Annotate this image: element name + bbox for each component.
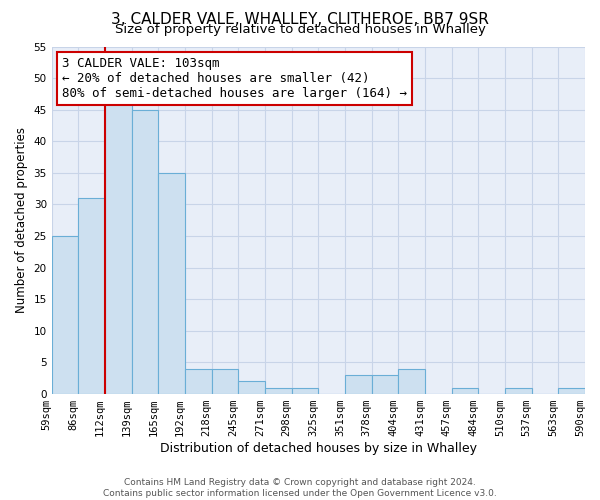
- Bar: [185, 369, 212, 394]
- Bar: [238, 382, 265, 394]
- Bar: [345, 375, 371, 394]
- Bar: [292, 388, 319, 394]
- Bar: [79, 198, 105, 394]
- Bar: [559, 388, 585, 394]
- Text: Contains HM Land Registry data © Crown copyright and database right 2024.
Contai: Contains HM Land Registry data © Crown c…: [103, 478, 497, 498]
- Bar: [371, 375, 398, 394]
- Text: 3 CALDER VALE: 103sqm
← 20% of detached houses are smaller (42)
80% of semi-deta: 3 CALDER VALE: 103sqm ← 20% of detached …: [62, 57, 407, 100]
- Bar: [212, 369, 238, 394]
- Text: 3, CALDER VALE, WHALLEY, CLITHEROE, BB7 9SR: 3, CALDER VALE, WHALLEY, CLITHEROE, BB7 …: [111, 12, 489, 28]
- Text: Size of property relative to detached houses in Whalley: Size of property relative to detached ho…: [115, 22, 485, 36]
- Bar: [158, 173, 185, 394]
- Bar: [398, 369, 425, 394]
- Bar: [505, 388, 532, 394]
- Bar: [52, 236, 79, 394]
- X-axis label: Distribution of detached houses by size in Whalley: Distribution of detached houses by size …: [160, 442, 477, 455]
- Y-axis label: Number of detached properties: Number of detached properties: [15, 128, 28, 314]
- Bar: [265, 388, 292, 394]
- Bar: [452, 388, 478, 394]
- Bar: [105, 104, 131, 394]
- Bar: [131, 110, 158, 394]
